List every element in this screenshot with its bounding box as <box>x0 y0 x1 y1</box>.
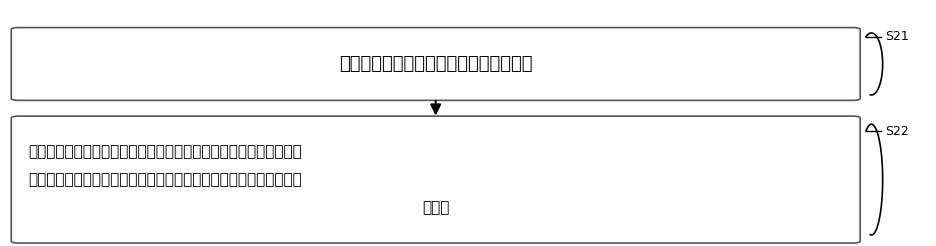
Text: 接收预设时间间隔发送来的所述位置信息: 接收预设时间间隔发送来的所述位置信息 <box>339 55 532 73</box>
Text: S22: S22 <box>885 124 908 138</box>
Text: 算起点: 算起点 <box>421 200 449 215</box>
Text: S21: S21 <box>885 30 908 43</box>
FancyBboxPatch shape <box>11 116 859 243</box>
Text: 超过第一预设值，发出提醒信息，所述第一预设时长以定位开始为计: 超过第一预设值，发出提醒信息，所述第一预设时长以定位开始为计 <box>28 172 301 187</box>
Text: 在第一预设时长内判断确定所述位置信息不在第一限制区域内的次数: 在第一预设时长内判断确定所述位置信息不在第一限制区域内的次数 <box>28 144 301 159</box>
FancyBboxPatch shape <box>11 28 859 100</box>
